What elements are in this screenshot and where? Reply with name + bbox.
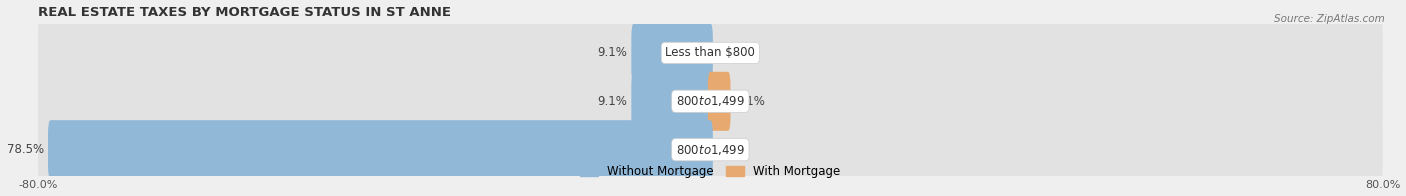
- Text: 78.5%: 78.5%: [7, 143, 44, 156]
- Text: Less than $800: Less than $800: [665, 46, 755, 59]
- Text: 0.0%: 0.0%: [717, 143, 747, 156]
- FancyBboxPatch shape: [707, 72, 731, 131]
- Text: 9.1%: 9.1%: [598, 95, 627, 108]
- Text: 0.0%: 0.0%: [717, 46, 747, 59]
- Text: Source: ZipAtlas.com: Source: ZipAtlas.com: [1274, 14, 1385, 24]
- Text: 2.1%: 2.1%: [735, 95, 765, 108]
- FancyBboxPatch shape: [631, 23, 713, 83]
- FancyBboxPatch shape: [38, 111, 1382, 189]
- Text: $800 to $1,499: $800 to $1,499: [676, 94, 745, 108]
- Legend: Without Mortgage, With Mortgage: Without Mortgage, With Mortgage: [575, 160, 845, 182]
- Text: REAL ESTATE TAXES BY MORTGAGE STATUS IN ST ANNE: REAL ESTATE TAXES BY MORTGAGE STATUS IN …: [38, 5, 451, 19]
- Text: $800 to $1,499: $800 to $1,499: [676, 143, 745, 157]
- FancyBboxPatch shape: [48, 120, 713, 179]
- FancyBboxPatch shape: [38, 14, 1382, 92]
- Text: 9.1%: 9.1%: [598, 46, 627, 59]
- FancyBboxPatch shape: [631, 72, 713, 131]
- FancyBboxPatch shape: [38, 62, 1382, 141]
